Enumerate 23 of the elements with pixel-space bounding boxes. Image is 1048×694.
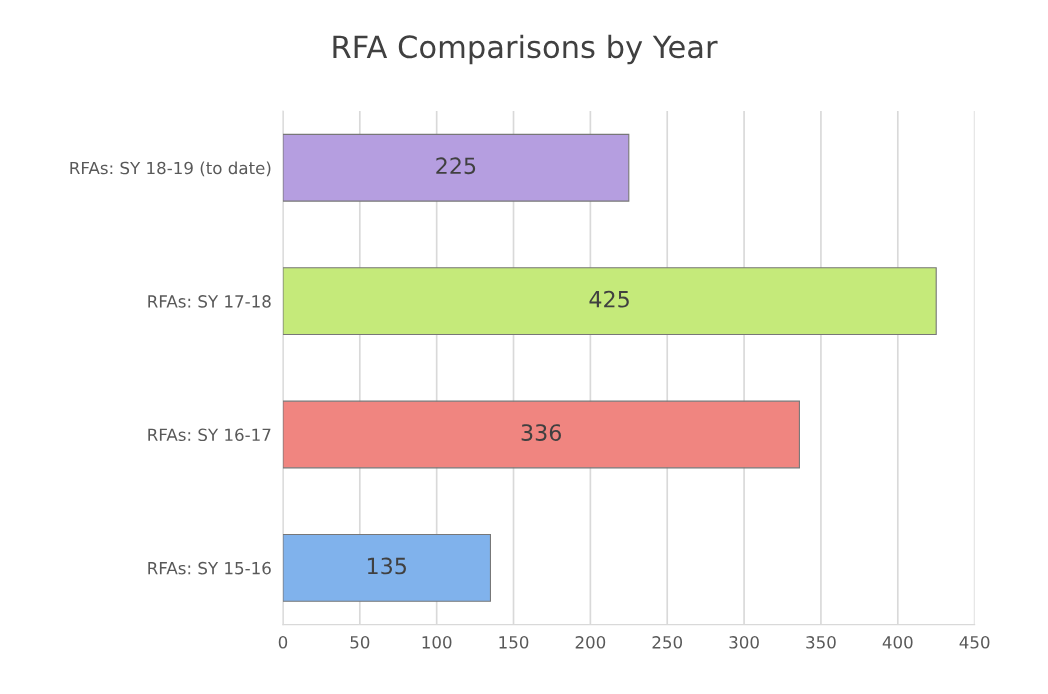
bar: [282, 267, 937, 336]
bar: [282, 400, 800, 469]
y-tick-label: RFAs: SY 16-17: [148, 428, 271, 442]
y-tick-label: RFAs: SY 17-18: [148, 295, 271, 308]
data-label: 225: [436, 157, 476, 175]
x-tick-label: 350: [806, 636, 836, 649]
bar: [282, 534, 492, 602]
x-tick-label: 450: [959, 636, 990, 649]
y-tick-label: RFAs: SY 18-19 (to date): [70, 161, 271, 177]
x-tick-label: 100: [422, 636, 452, 649]
y-tick-label: RFAs: SY 15-16: [148, 561, 271, 575]
data-label: 135: [367, 557, 406, 575]
x-tick-label: 0: [278, 636, 288, 649]
x-tick-label: 150: [499, 636, 529, 649]
x-tick-label: 50: [350, 636, 370, 649]
chart-title: RFA Comparisons by Year: [333, 34, 718, 65]
x-tick-label: 200: [575, 636, 606, 649]
data-label: 425: [589, 290, 629, 308]
x-tick-label: 300: [729, 636, 759, 649]
x-tick-label: 400: [882, 636, 913, 649]
bar: [282, 133, 630, 202]
x-tick-label: 250: [652, 636, 683, 649]
data-label: 336: [521, 424, 561, 441]
